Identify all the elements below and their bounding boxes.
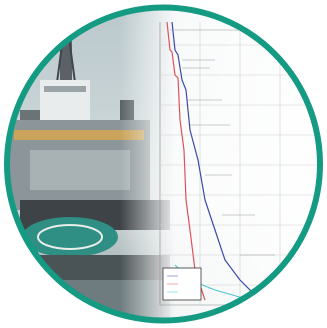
frame-ring	[4, 4, 323, 324]
chart-backdrop	[120, 9, 319, 319]
chart-graphic	[159, 21, 319, 306]
